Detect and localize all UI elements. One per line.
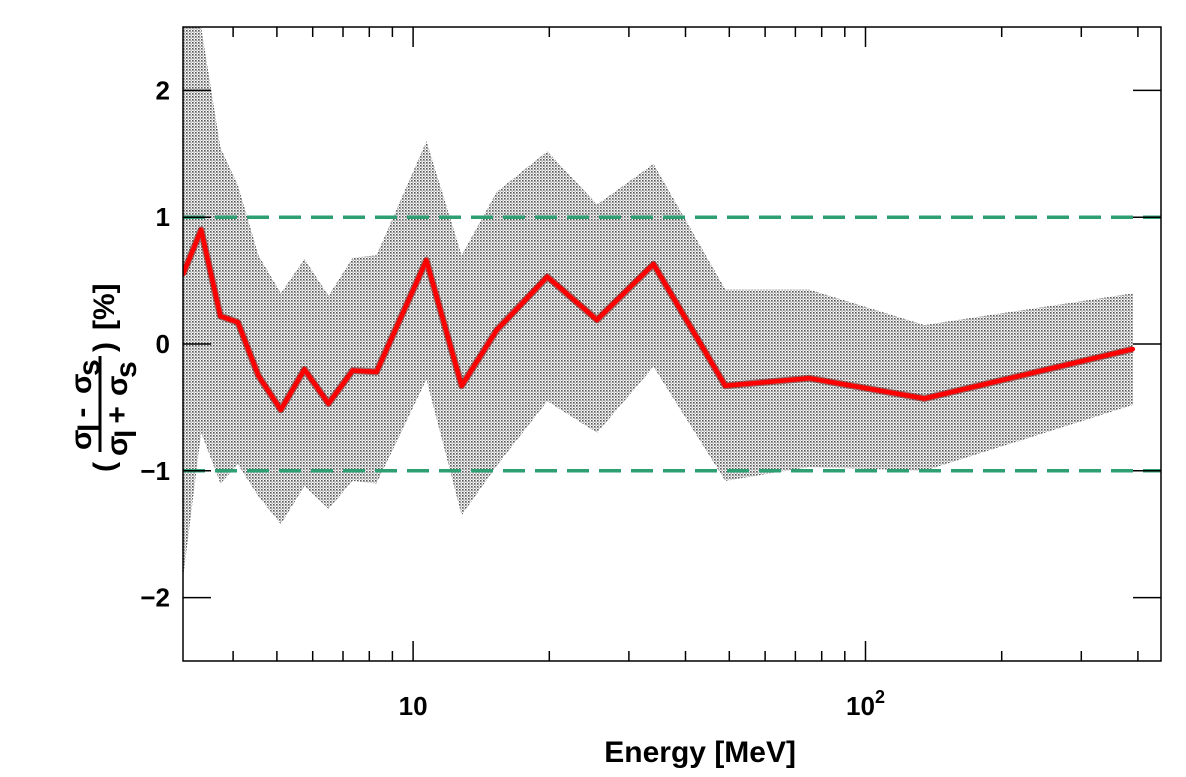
data-point — [256, 373, 261, 378]
x-tick-label: 10 — [399, 691, 428, 721]
data-point — [723, 383, 728, 388]
data-point — [326, 401, 331, 406]
y-axis-title-num-sub-2: s — [73, 359, 106, 376]
data-point — [235, 320, 241, 325]
data-point — [459, 383, 464, 388]
y-axis-title-close-paren: ) — [88, 342, 121, 352]
data-point — [198, 227, 204, 233]
data-point — [424, 258, 429, 263]
uncertainty-band-layer — [183, 27, 1133, 579]
data-point — [651, 261, 656, 267]
series-line — [183, 227, 1134, 413]
y-axis-title-den-sigma-2: σ — [101, 375, 134, 396]
reference-line-layer — [183, 215, 1161, 473]
y-axis-title-num-sigma-2: σ — [65, 373, 98, 394]
data-point — [350, 368, 355, 373]
y-axis-title-den-sub-1: l — [110, 430, 143, 438]
data-point — [594, 317, 600, 323]
data-point — [545, 274, 550, 279]
y-tick-label-layer: 2 1 0 −1 −2 — [140, 75, 170, 612]
y-axis-title-minus: - — [65, 399, 98, 426]
uncertainty-band — [183, 27, 1133, 579]
y-tick-label: 1 — [156, 202, 170, 232]
y-axis-title-open-paren: ( — [88, 462, 121, 472]
y-axis-title-num-sub-1: l — [73, 424, 106, 432]
data-point — [1130, 346, 1136, 352]
x-axis-title: Energy [MeV] — [604, 736, 796, 769]
data-point — [302, 367, 307, 372]
series-line-layer — [183, 226, 1136, 414]
y-tick-label: −2 — [140, 583, 170, 613]
y-axis-title-num-sigma-1: σ — [65, 429, 98, 450]
y-axis-title: ( σ l - σ s σ l + σ s ) [%] — [65, 283, 143, 472]
y-axis-title-den-sigma-1: σ — [101, 435, 134, 456]
y-axis-title-den-sub-2: s — [110, 361, 143, 378]
x-tick-label: 102 — [846, 687, 885, 721]
data-point — [218, 313, 223, 319]
y-axis-title-unit: [%] — [88, 283, 121, 330]
data-point — [922, 396, 927, 401]
y-axis-title-plus: + — [101, 398, 134, 432]
y-tick-label: −1 — [140, 456, 170, 486]
y-tick-label: 2 — [156, 75, 170, 105]
x-tick-label-layer: 10 102 — [399, 687, 885, 721]
data-point — [374, 369, 379, 375]
y-tick-label: 0 — [156, 329, 170, 359]
tick-layer — [183, 27, 1161, 661]
data-point — [278, 407, 283, 413]
data-point — [494, 327, 499, 333]
data-point — [806, 376, 812, 381]
